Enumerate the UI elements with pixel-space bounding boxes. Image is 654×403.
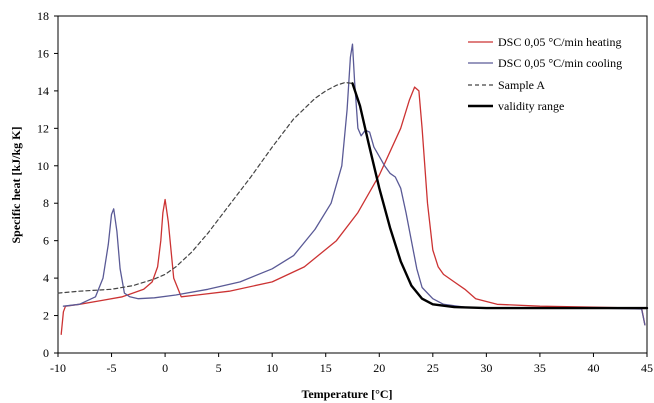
y-tick-label: 10 <box>37 159 49 173</box>
x-tick-label: 30 <box>480 361 492 375</box>
x-tick-label: 25 <box>427 361 439 375</box>
plot-area <box>57 15 648 354</box>
y-tick-label: 14 <box>37 84 49 98</box>
series-line-4 <box>351 82 649 310</box>
y-tick-label: 0 <box>43 346 49 360</box>
series-line-2 <box>62 43 646 326</box>
x-tick-label: 15 <box>320 361 332 375</box>
y-tick-label: 12 <box>37 121 49 135</box>
x-tick-label: 45 <box>641 361 653 375</box>
x-tick-label: 0 <box>162 361 168 375</box>
series-layer <box>57 43 649 335</box>
legend-label-2: DSC 0,05 °C/min cooling <box>498 56 622 70</box>
legend-label-4: validity range <box>498 99 564 113</box>
x-tick-label: 40 <box>587 361 599 375</box>
plot-border <box>57 15 648 354</box>
y-tick-label: 6 <box>43 234 49 248</box>
x-tick-label: 35 <box>534 361 546 375</box>
x-tick-label: -10 <box>50 361 66 375</box>
axis-ticks: 0 2 4 6 8 10 12 14 16 18 -10 -5 0 5 10 15 20 25 30 35 40 45 <box>37 9 653 375</box>
y-tick-label: 8 <box>43 196 49 210</box>
x-tick-label: 5 <box>216 361 222 375</box>
y-tick-label: 2 <box>43 309 49 323</box>
x-axis-title: Temperature [°C] <box>301 387 392 401</box>
y-axis-title: Specific heat [kJ/kg K] <box>9 127 23 244</box>
series-line-3 <box>57 81 354 294</box>
series-line-1 <box>60 86 646 335</box>
y-tick-label: 18 <box>37 9 49 23</box>
legend: DSC 0,05 °C/min heating DSC 0,05 °C/min c… <box>468 35 622 113</box>
x-tick-label: 10 <box>266 361 278 375</box>
y-tick-label: 4 <box>43 271 49 285</box>
legend-label-3: Sample A <box>498 78 545 92</box>
legend-label-1: DSC 0,05 °C/min heating <box>498 35 621 49</box>
x-tick-label: 20 <box>373 361 385 375</box>
y-tick-label: 16 <box>37 46 49 60</box>
x-tick-label: -5 <box>107 361 117 375</box>
